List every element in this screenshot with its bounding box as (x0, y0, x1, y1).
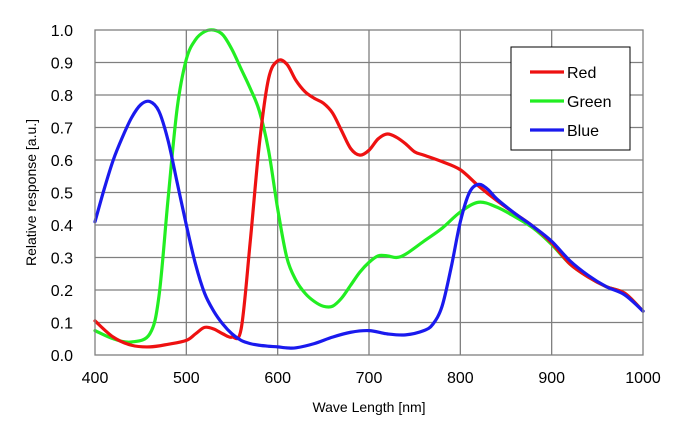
y-tick-label: 0.5 (51, 186, 73, 203)
legend-label-red: Red (567, 65, 596, 82)
series-lines (93, 28, 645, 350)
legend-items: Red Green Blue (530, 65, 611, 140)
y-tick-label: 0.7 (51, 121, 73, 138)
plot-area-border (94, 29, 644, 356)
y-tick-label: 0.1 (51, 316, 73, 333)
y-tick-label: 0.4 (51, 218, 73, 235)
legend-label-blue: Blue (567, 123, 599, 140)
y-tick-label: 1.0 (51, 23, 73, 40)
y-tick-label: 0.3 (51, 251, 73, 268)
legend-label-green: Green (567, 94, 611, 111)
x-tick-label: 800 (447, 370, 474, 387)
y-tick-labels: 0.0 0.1 0.2 0.3 0.4 0.5 0.6 0.7 0.8 0.9 1.0 (51, 23, 73, 365)
x-tick-label: 400 (82, 370, 109, 387)
legend: Red Green Blue (510, 46, 631, 151)
y-tick-label: 0.2 (51, 283, 73, 300)
y-tick-label: 0.6 (51, 153, 73, 170)
x-axis-label: Wave Length [nm] (312, 399, 425, 415)
series-line-blue (93, 99, 645, 350)
series-line-green (93, 28, 645, 344)
y-tick-label: 0.9 (51, 56, 73, 73)
y-axis-label: Relative response [a.u.] (23, 119, 39, 266)
x-tick-label: 600 (264, 370, 291, 387)
x-tick-label: 1000 (625, 370, 661, 387)
x-tick-label: 900 (538, 370, 565, 387)
legend-box (510, 46, 631, 151)
x-tick-label: 700 (356, 370, 383, 387)
x-tick-label: 500 (173, 370, 200, 387)
x-tick-labels: 400 500 600 700 800 900 1000 (82, 370, 661, 387)
y-tick-label: 0.8 (51, 88, 73, 105)
y-tick-label: 0.0 (51, 348, 73, 365)
